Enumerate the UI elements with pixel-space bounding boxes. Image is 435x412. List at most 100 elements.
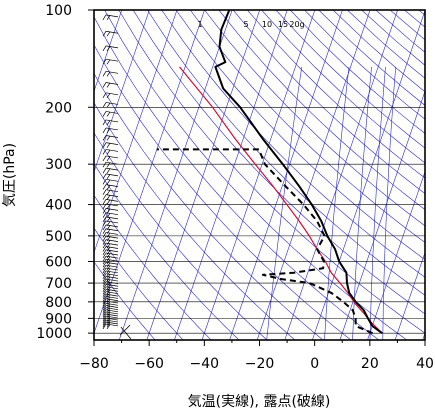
wind-barb — [102, 111, 119, 117]
wind-barb — [102, 189, 119, 195]
x-tick-label: −20 — [245, 356, 275, 372]
mixing-ratio-label: 15 — [278, 20, 288, 29]
dry-adiabat-line — [347, 10, 425, 79]
wind-barb-surface — [119, 324, 132, 340]
dry-adiabat-line — [218, 10, 425, 210]
wind-barb — [102, 45, 119, 52]
dry-adiabat-line — [104, 10, 407, 340]
temperature-profile-line — [214, 10, 383, 335]
dry-adiabat-line — [94, 44, 352, 340]
dry-adiabat-line — [147, 10, 425, 296]
dry-adiabat-line — [189, 10, 425, 243]
isotherm-line — [367, 170, 425, 340]
wind-barbs — [102, 14, 132, 340]
dry-adiabat-line — [94, 163, 240, 340]
wind-barb — [102, 258, 119, 265]
x-tick-label: 40 — [416, 356, 434, 372]
wind-barb — [102, 212, 119, 218]
dry-adiabat-line — [275, 10, 425, 149]
wind-barb — [102, 70, 119, 77]
isotherm-line — [394, 251, 425, 340]
wind-barb — [102, 184, 119, 190]
wind-barb — [102, 142, 119, 148]
wind-barb — [102, 119, 119, 126]
wind-barb — [102, 135, 119, 141]
isotherm-line — [201, 10, 316, 340]
plot-frame — [93, 9, 426, 341]
wind-barb — [102, 14, 119, 21]
wind-barb — [102, 155, 119, 162]
pressure-grid — [94, 10, 425, 334]
dry-adiabat-line — [94, 72, 324, 340]
wind-barb — [102, 102, 119, 108]
plot-area — [94, 10, 425, 340]
isotherm-line — [146, 10, 260, 340]
x-tick-label: −40 — [190, 356, 220, 372]
sounding-series — [156, 10, 383, 335]
wind-barb — [102, 232, 119, 238]
dry-adiabat-line — [261, 10, 425, 164]
wind-barb — [102, 167, 119, 174]
dewpoint-profile-line — [156, 148, 373, 335]
wind-barb — [102, 203, 119, 210]
dry-adiabat-line — [94, 194, 212, 340]
isotherm-line — [118, 10, 233, 340]
dry-adiabat-line — [204, 10, 425, 227]
y-tick-label: 800 — [45, 295, 72, 311]
mixing-ratio-label: 1 — [197, 20, 202, 29]
wind-barb — [102, 239, 119, 245]
mixing-ratio-line — [382, 66, 396, 340]
mixing-ratio-labels: 1 5 10 15 20g — [197, 20, 304, 29]
wind-barb — [102, 261, 119, 268]
dry-adiabat-line — [232, 10, 425, 194]
dry-adiabat-line — [118, 10, 425, 334]
wind-barb — [102, 302, 119, 309]
wind-barb — [102, 161, 119, 168]
wind-barb — [102, 194, 119, 200]
wind-barb — [102, 199, 119, 205]
wind-barb — [102, 309, 119, 316]
wind-barb — [102, 246, 119, 252]
wind-barb — [102, 249, 119, 255]
dry-adiabat-line — [161, 10, 425, 278]
isotherm-line — [94, 10, 150, 173]
wind-barb — [102, 255, 119, 262]
isotherm-line — [256, 10, 371, 340]
dry-adiabat-line — [94, 227, 184, 340]
isotherm-line — [339, 90, 425, 340]
wind-barb — [102, 127, 119, 134]
wind-barb — [102, 305, 119, 311]
mixing-ratio-label: 5 — [243, 20, 248, 29]
parcel-profile-line — [179, 66, 383, 334]
wind-barb — [102, 149, 119, 155]
isotherm-line — [174, 10, 288, 340]
mixing-ratio-line — [266, 66, 303, 340]
y-tick-label: 700 — [45, 276, 72, 292]
mixing-ratio-line — [352, 66, 372, 340]
wind-barb — [102, 220, 119, 227]
y-tick-label: 200 — [45, 100, 72, 116]
y-axis-title: 気圧(hPa) — [2, 143, 18, 207]
wind-barb — [102, 82, 119, 88]
wind-barb — [102, 242, 119, 249]
mixing-ratio-label: 20g — [289, 20, 304, 29]
wind-barb — [102, 321, 119, 328]
isotherm-line — [94, 10, 123, 93]
dry-adiabat-line — [132, 10, 425, 315]
wind-barb — [102, 178, 119, 185]
isotherm-line — [312, 10, 425, 340]
x-tick-label: 20 — [361, 356, 379, 372]
wind-barb — [102, 58, 119, 65]
wind-barb — [102, 92, 119, 99]
wind-barb — [102, 235, 119, 242]
dry-adiabat-line — [404, 10, 425, 28]
y-tick-label: 900 — [45, 311, 72, 327]
y-tick-label: 300 — [45, 157, 72, 173]
mixing-ratio-label: 10 — [262, 20, 272, 29]
wind-barb — [102, 252, 119, 259]
wind-barb — [102, 264, 119, 271]
dry-adiabat-line — [94, 132, 268, 340]
dry-adiabat-line — [94, 102, 296, 340]
